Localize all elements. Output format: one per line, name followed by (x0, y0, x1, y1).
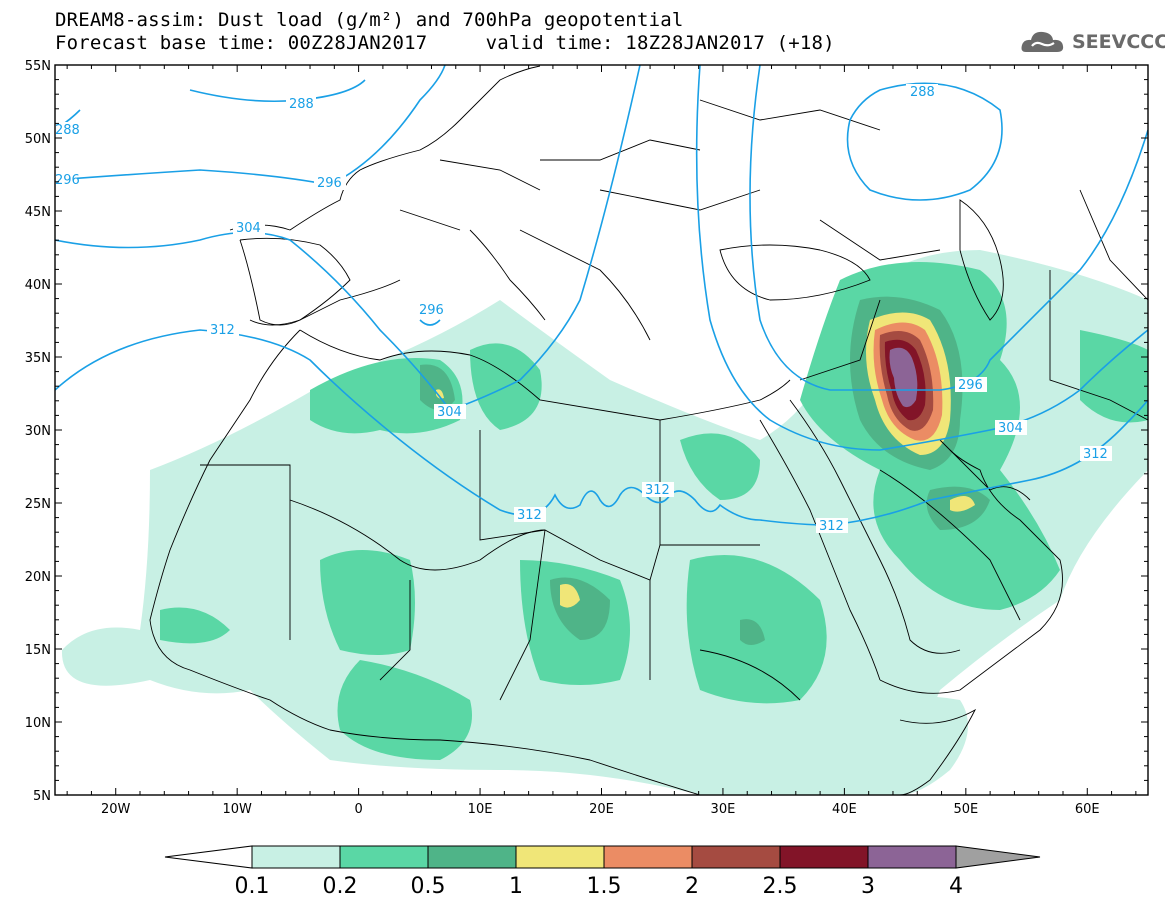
colorbar-label: 1 (509, 874, 523, 899)
lon-tick-label: 20E (589, 802, 614, 817)
contour-label: 288 (910, 85, 935, 100)
lat-tick-label: 55N (25, 59, 51, 74)
contour-label: 296 (419, 303, 444, 318)
latitude-labels: 55N 50N 45N 40N 35N 30N 25N 20N 15N 10N 5N (25, 59, 51, 804)
colorbar-swatch (251, 845, 341, 869)
contour-label: 312 (210, 323, 235, 338)
lon-tick-label: 30E (711, 802, 736, 817)
lon-tick-label: 10W (222, 802, 252, 817)
map-title: DREAM8-assim: Dust load (g/m²) and 700hP… (55, 9, 684, 31)
colorbar-label: 0.5 (411, 874, 446, 899)
contour-labels: 288 288 288 296 296 304 296 304 312 312 … (55, 84, 1112, 534)
colorbar: 0.1 0.2 0.5 1 1.5 2 2.5 3 4 (164, 845, 1041, 899)
contour-296-east (749, 65, 1148, 391)
dust-field (61, 250, 1148, 795)
colorbar-label: 3 (861, 874, 875, 899)
lat-tick-label: 45N (25, 205, 51, 220)
lat-tick-label: 10N (25, 716, 51, 731)
contour-288-east (846, 82, 1003, 201)
forecast-time-subtitle: Forecast base time: 00Z28JAN2017 valid t… (55, 32, 835, 54)
lat-tick-label: 15N (25, 643, 51, 658)
contour-label: 288 (289, 97, 314, 112)
lat-tick-label: 30N (25, 424, 51, 439)
contour-label: 312 (517, 508, 542, 523)
map-area (55, 65, 1148, 795)
lon-tick-label: 10E (468, 802, 493, 817)
axis-ticks (55, 64, 1148, 796)
colorbar-label: 0.1 (235, 874, 270, 899)
lat-tick-label: 40N (25, 278, 51, 293)
seevccc-logo: SEEVCCC (1020, 28, 1165, 58)
colorbar-swatch (691, 845, 781, 869)
contour-label: 296 (55, 173, 80, 188)
contour-312 (55, 329, 1148, 526)
contour-304-east (695, 65, 1148, 451)
lat-tick-label: 50N (25, 132, 51, 147)
contour-296-west (55, 65, 446, 186)
contour-296-blob (419, 319, 441, 326)
colorbar-high-arrow (955, 845, 1041, 869)
colorbar-swatch (339, 845, 429, 869)
contour-label: 312 (1083, 447, 1108, 462)
colorbar-label: 2 (685, 874, 699, 899)
contour-label: 296 (958, 378, 983, 393)
colorbar-label: 0.2 (323, 874, 358, 899)
colorbar-swatch (515, 845, 605, 869)
contour-304-west (55, 65, 641, 411)
contour-label: 296 (317, 176, 342, 191)
colorbar-label: 1.5 (587, 874, 622, 899)
colorbar-swatch (603, 845, 693, 869)
colorbar-label: 2.5 (763, 874, 798, 899)
contour-label: 304 (437, 405, 462, 420)
lon-tick-label: 0 (354, 802, 362, 817)
lat-tick-label: 20N (25, 570, 51, 585)
colorbar-swatch (427, 845, 517, 869)
contour-label: 312 (819, 519, 844, 534)
logo-text: SEEVCCC (1072, 31, 1165, 53)
contour-288-north (189, 79, 366, 103)
contour-label: 304 (998, 421, 1023, 436)
colorbar-swatch (779, 845, 869, 869)
colorbar-low-arrow (164, 845, 253, 869)
contour-label: 304 (236, 221, 261, 236)
colorbar-label: 4 (949, 874, 963, 899)
cloud-icon (1021, 31, 1064, 52)
lon-tick-label: 60E (1075, 802, 1100, 817)
lon-tick-label: 20W (101, 802, 131, 817)
geopotential-contours (55, 65, 1148, 526)
colorbar-swatch (867, 845, 957, 869)
lat-tick-label: 5N (33, 789, 51, 804)
lon-tick-label: 50E (953, 802, 978, 817)
contour-label: 288 (55, 123, 80, 138)
lat-tick-label: 35N (25, 351, 51, 366)
dust-level-3 (889, 347, 918, 408)
longitude-labels: 20W 10W 0 10E 20E 30E 40E 50E 60E (101, 802, 1100, 817)
lon-tick-label: 40E (832, 802, 857, 817)
contour-label: 312 (645, 483, 670, 498)
lat-tick-label: 25N (25, 497, 51, 512)
